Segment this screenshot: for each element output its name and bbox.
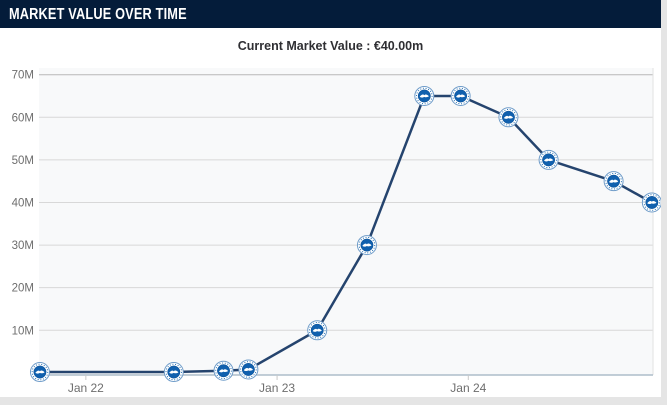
data-point-club-crest-marker[interactable] [414,85,435,106]
seagull-icon [362,243,372,247]
crest-lettering-ring [308,322,326,339]
data-point-club-crest-marker[interactable] [238,359,259,380]
crest-lettering-ring [165,363,183,381]
crest-lettering-ring [452,87,469,105]
y-axis-tick-label: 70M [12,70,34,82]
seagull-icon [503,115,514,119]
crest-lettering-ring [540,151,557,169]
crest-lettering-ring [500,109,517,126]
y-axis-tick-label: 60M [12,112,34,124]
data-point-club-crest-marker[interactable] [29,362,50,383]
x-axis-tick-label: Jan 22 [68,381,104,395]
y-axis-tick-label: 50M [12,155,34,167]
crest-lettering-ring [31,363,49,381]
market-value-chart: 10M 20M 30M 40M 50M 60M 70M Jan 22 Jan 23 Jan 24 [12,68,661,395]
data-point-club-crest-marker[interactable] [498,107,519,128]
crest-lettering-ring [605,172,622,190]
y-axis-tick-label: 40M [12,197,34,209]
seagull-icon [543,158,554,162]
panel-title: MARKET VALUE OVER TIME [9,5,187,23]
crest-lettering-ring [358,236,376,254]
seagull-icon [35,370,45,374]
seagull-icon [609,179,619,183]
seagull-icon [243,367,253,372]
crest-lettering-ring [215,362,232,379]
panel-header: MARKET VALUE OVER TIME [0,0,661,28]
data-point-club-crest-marker[interactable] [307,320,328,341]
market-value-panel: MARKET VALUE OVER TIME Current Market Va… [0,0,661,397]
crest-lettering-ring [240,361,257,378]
y-axis-tick-label: 10M [12,325,34,337]
data-point-club-crest-marker[interactable] [450,85,471,106]
seagull-icon [169,370,179,374]
seagull-icon [419,94,429,98]
x-axis-tick-label: Jan 23 [259,381,295,395]
data-point-club-crest-marker[interactable] [356,235,377,256]
seagull-icon [456,94,466,98]
data-point-club-crest-marker[interactable] [213,360,234,381]
crest-lettering-ring [416,87,433,105]
crest-lettering-ring [643,194,661,211]
data-point-club-crest-marker[interactable] [603,171,624,192]
seagull-icon [218,369,229,373]
data-point-club-crest-marker[interactable] [641,192,661,213]
x-axis-tick-label: Jan 24 [450,381,486,395]
y-axis-tick-label: 20M [12,283,34,295]
seagull-icon [647,200,657,205]
plot-area [39,68,653,375]
current-market-value-label: Current Market Value : €40.00m [237,39,424,53]
data-point-club-crest-marker[interactable] [163,362,184,383]
seagull-icon [312,328,322,332]
data-point-club-crest-marker[interactable] [538,149,559,170]
y-axis-tick-label: 30M [12,240,34,252]
